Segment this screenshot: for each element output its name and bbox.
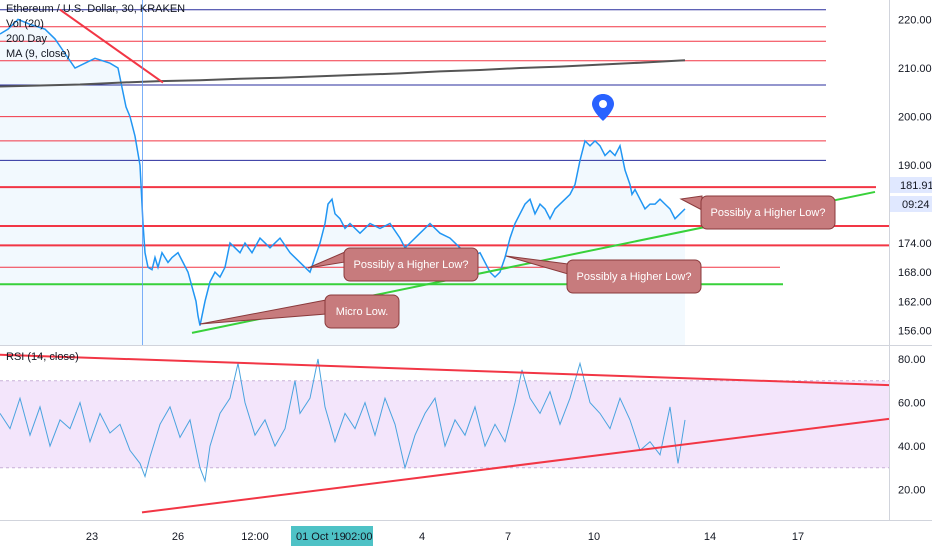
time-tick-label: 4 (419, 531, 425, 543)
rsi-legend[interactable]: RSI (14, close) (6, 350, 79, 365)
last-price-value: 181.91 (900, 180, 932, 192)
rsi-band (0, 380, 889, 468)
callout-label: Micro Low. (336, 306, 389, 318)
price-tick-label: 168.00 (898, 267, 932, 279)
price-tick-label: 156.00 (898, 325, 932, 337)
price-tick-label: 210.00 (898, 63, 932, 75)
crosshair-date-badge[interactable]: 01 Oct '19 02:00 (291, 526, 373, 546)
rsi-axis[interactable]: 80.00 60.00 40.00 20.00 (898, 354, 926, 497)
callout-label: Possibly a Higher Low? (577, 271, 692, 283)
crosshair-time: 02:00 (345, 531, 373, 543)
time-tick-label: 7 (505, 531, 511, 543)
callout-higher-low-3[interactable]: Possibly a Higher Low? (679, 195, 836, 230)
price-tick-label: 190.00 (898, 160, 932, 172)
price-area-group (0, 19, 685, 346)
last-price-badge[interactable]: 181.91 (890, 177, 932, 193)
price-line[interactable] (0, 18, 686, 326)
countdown-value: 09:24 (902, 199, 930, 211)
time-tick-label: 23 (86, 531, 98, 543)
location-pin-icon[interactable] (592, 94, 614, 121)
crosshair-date: 01 Oct '19 (296, 531, 346, 543)
price-trendline[interactable] (59, 8, 164, 84)
callout-label: Possibly a Higher Low? (354, 259, 469, 271)
callout-label: Possibly a Higher Low? (711, 207, 826, 219)
chart-legend[interactable]: Ethereum / U.S. Dollar, 30, KRAKEN Vol (… (6, 2, 185, 62)
rsi-tick-label: 40.00 (898, 441, 926, 453)
countdown-badge[interactable]: 09:24 (890, 196, 932, 212)
rsi-series-group (0, 358, 686, 483)
rsi-line[interactable] (0, 358, 686, 483)
time-tick-label: 26 (172, 531, 184, 543)
symbol-title[interactable]: Ethereum / U.S. Dollar, 30, KRAKEN (6, 3, 186, 15)
time-axis[interactable]: 23 26 12:00 4 7 10 14 17 (86, 531, 804, 543)
ma-line[interactable] (0, 59, 686, 88)
time-tick-label: 10 (588, 531, 600, 543)
price-series-group (0, 18, 686, 326)
rsi-trendline[interactable] (0, 353, 890, 387)
price-tick-label: 220.00 (898, 14, 932, 26)
time-tick-label: 12:00 (241, 531, 269, 543)
price-tick-label: 162.00 (898, 296, 932, 308)
callout-higher-low-1[interactable]: Possibly a Higher Low? (307, 247, 479, 282)
price-tick-label: 174.00 (898, 238, 932, 250)
legend-ma9[interactable]: MA (9, close) (6, 48, 71, 60)
legend-rsi[interactable]: RSI (14, close) (6, 351, 79, 363)
rsi-tick-label: 80.00 (898, 354, 926, 366)
callout-higher-low-2[interactable]: Possibly a Higher Low? (505, 255, 702, 294)
price-area (0, 19, 685, 346)
callout-micro-low[interactable]: Micro Low. (199, 294, 400, 329)
time-tick-label: 17 (792, 531, 804, 543)
rsi-tick-label: 20.00 (898, 485, 926, 497)
price-axis[interactable]: 220.00 210.00 200.00 190.00 174.00 168.00 162.… (898, 14, 932, 337)
rsi-tick-label: 60.00 (898, 398, 926, 410)
price-tick-label: 200.00 (898, 112, 932, 124)
legend-ma200[interactable]: 200 Day (6, 33, 47, 45)
rsi-trendline[interactable] (141, 417, 890, 514)
price-pane[interactable] (0, 0, 889, 345)
legend-vol[interactable]: Vol (20) (6, 18, 44, 30)
time-tick-label: 14 (704, 531, 716, 543)
